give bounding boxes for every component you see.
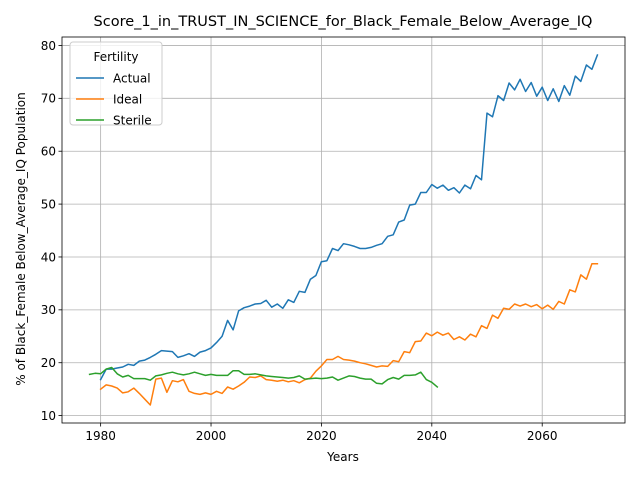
series-line-sterile — [88, 366, 439, 389]
chart-title: Score_1_in_TRUST_IN_SCIENCE_for_Black_Fe… — [94, 14, 593, 30]
y-tick-label: 20 — [41, 356, 56, 370]
legend-title: Fertility — [93, 50, 138, 64]
y-tick-label: 80 — [41, 39, 56, 53]
legend-label-sterile: Sterile — [113, 113, 152, 127]
series-line-ideal — [99, 263, 599, 406]
legend: Fertility Actual Ideal Sterile — [69, 41, 163, 127]
legend-entries: Actual Ideal Sterile — [76, 71, 152, 127]
series-line-actual — [99, 54, 599, 381]
x-tick-label: 1980 — [85, 429, 116, 443]
legend-label-actual: Actual — [113, 71, 151, 85]
ticks: 1980 2000 2020 2040 2060 10 20 30 40 50 60 70 80 — [41, 39, 558, 443]
y-tick-label: 50 — [41, 197, 56, 211]
x-tick-label: 2020 — [306, 429, 337, 443]
axes-frame — [61, 36, 626, 424]
y-tick-label: 30 — [41, 303, 56, 317]
x-axis-label: Years — [326, 450, 359, 464]
x-tick-label: 2060 — [527, 429, 558, 443]
y-tick-label: 70 — [41, 92, 56, 106]
y-tick-label: 10 — [41, 409, 56, 423]
y-tick-label: 40 — [41, 250, 56, 264]
series-lines — [88, 54, 599, 406]
y-axis-label: % of Black_Female Below_Average_IQ Popul… — [14, 92, 28, 386]
x-tick-label: 2040 — [417, 429, 448, 443]
legend-box — [69, 41, 163, 126]
y-tick-label: 60 — [41, 145, 56, 159]
legend-label-ideal: Ideal — [113, 92, 142, 106]
x-tick-label: 2000 — [196, 429, 227, 443]
